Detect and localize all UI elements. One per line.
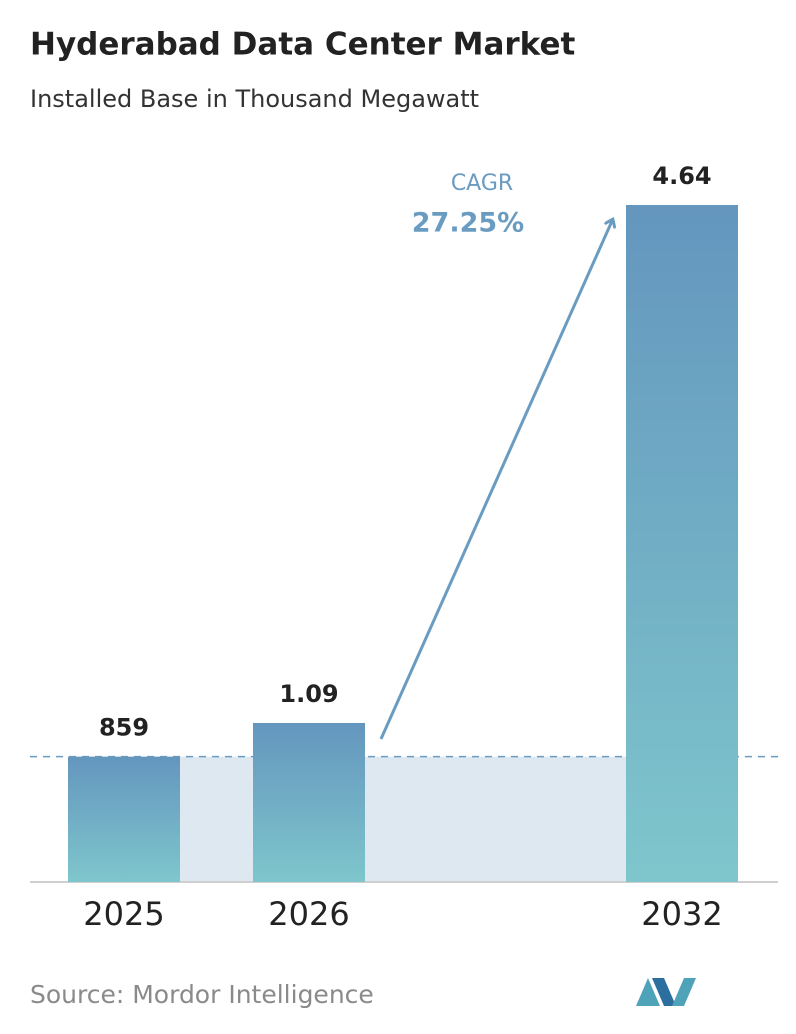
bar: [626, 205, 738, 882]
value-label: 1.09: [279, 680, 338, 708]
source: Source: Mordor Intelligence: [30, 980, 374, 1009]
bar: [253, 722, 365, 882]
value-label: 859: [99, 714, 149, 742]
bar: [68, 756, 180, 882]
chart-subtitle: Installed Base in Thousand Megawatt: [30, 85, 479, 113]
x-tick-label: 2026: [268, 895, 349, 933]
plot-area: 859 2025 1.09 2026 4.64 2032 CAGR 27.25%: [30, 162, 780, 933]
logo: [636, 978, 696, 1006]
x-tick-label: 2032: [641, 895, 722, 933]
value-label: 4.64: [652, 162, 711, 190]
chart-title: Hyderabad Data Center Market: [30, 27, 575, 63]
annotation-value: 27.25%: [412, 208, 524, 239]
x-tick-label: 2025: [83, 895, 164, 933]
cagr-arrow: [379, 221, 612, 740]
annotation-label: CAGR: [451, 171, 513, 196]
